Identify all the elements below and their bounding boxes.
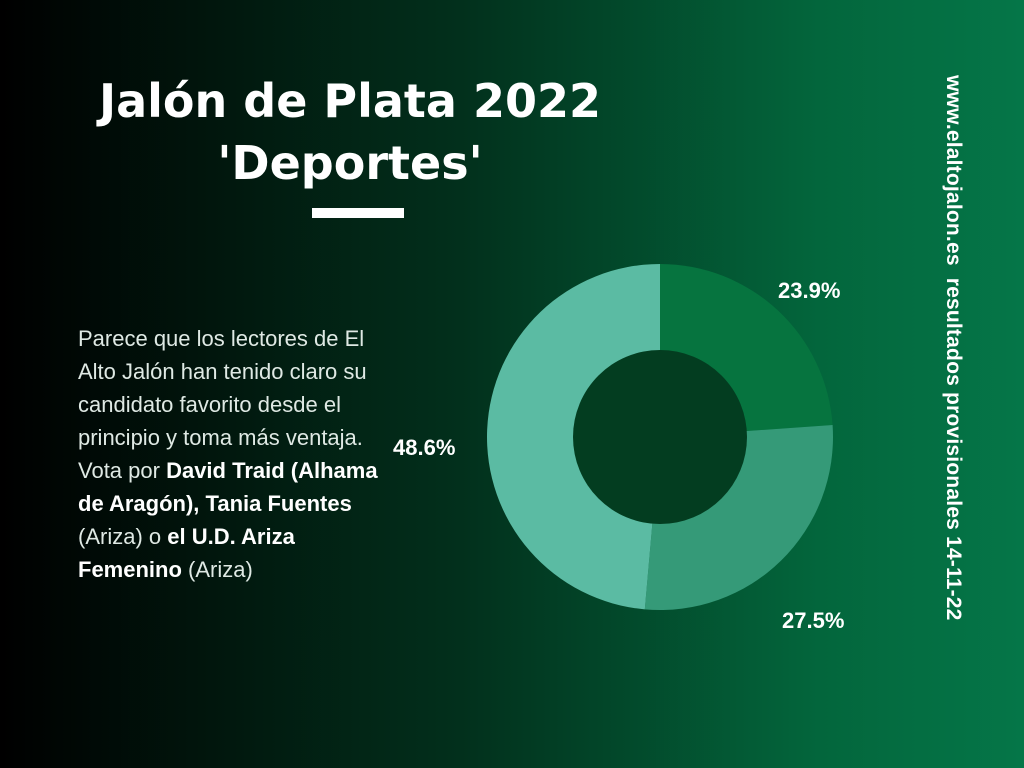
donut-hole — [573, 350, 747, 524]
chart-title: Jalón de Plata 2022 'Deportes' — [50, 70, 650, 194]
description-paragraph: Parece que los lectores de El Alto Jalón… — [78, 322, 378, 586]
candidate-ud-ariza-place: (Ariza) — [181, 557, 253, 582]
candidate-ud-ariza: el U.D. Ariza Femenino — [78, 524, 295, 582]
slice-label-1: 23.9% — [778, 278, 840, 303]
slice-label-3: 48.6% — [393, 435, 455, 460]
candidate-tania-place: (Ariza) — [78, 524, 143, 549]
title-underline — [312, 208, 404, 218]
joiner-text: o — [142, 524, 168, 549]
vertical-source-note: www.elaltojalon.es resultados provisiona… — [942, 75, 965, 621]
title-line-1: Jalón de Plata 2022 — [98, 74, 602, 128]
candidate-tania-fuentes: Tania Fuentes — [205, 491, 352, 516]
slice-label-2: 27.5% — [782, 608, 844, 633]
description-intro: Parece que los lectores de El Alto Jalón… — [78, 326, 367, 483]
title-line-2: 'Deportes' — [217, 136, 483, 190]
candidate-david-traid: David Traid (Alhama de Aragón), — [78, 458, 378, 516]
